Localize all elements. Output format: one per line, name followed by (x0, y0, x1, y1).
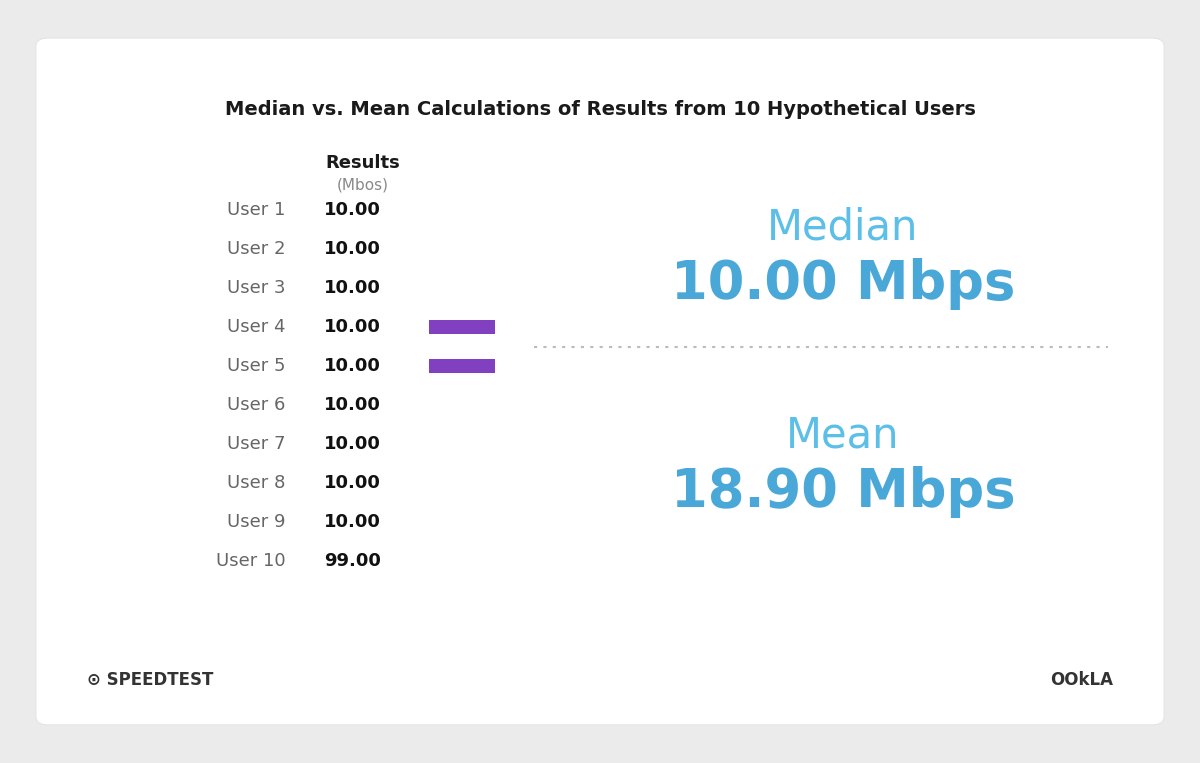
Text: 10.00: 10.00 (324, 357, 380, 375)
Text: ⊙ SPEEDTEST: ⊙ SPEEDTEST (86, 671, 214, 689)
Text: Median: Median (767, 206, 918, 248)
Text: 10.00: 10.00 (324, 201, 380, 219)
FancyBboxPatch shape (428, 320, 496, 334)
Text: Results: Results (325, 154, 400, 172)
Text: User 4: User 4 (227, 318, 286, 336)
Text: User 1: User 1 (227, 201, 286, 219)
Text: 10.00: 10.00 (324, 474, 380, 492)
Text: 10.00: 10.00 (324, 240, 380, 258)
Text: User 3: User 3 (227, 279, 286, 297)
Text: User 5: User 5 (227, 357, 286, 375)
Text: 10.00: 10.00 (324, 279, 380, 297)
Text: 99.00: 99.00 (324, 552, 380, 570)
Text: User 9: User 9 (227, 513, 286, 531)
Text: Median vs. Mean Calculations of Results from 10 Hypothetical Users: Median vs. Mean Calculations of Results … (224, 100, 976, 119)
Text: (Mbos): (Mbos) (337, 177, 389, 192)
Text: User 2: User 2 (227, 240, 286, 258)
Text: 10.00: 10.00 (324, 396, 380, 414)
Text: 10.00: 10.00 (324, 318, 380, 336)
FancyBboxPatch shape (428, 359, 496, 373)
Text: 10.00: 10.00 (324, 435, 380, 453)
Text: User 10: User 10 (216, 552, 286, 570)
Text: 10.00: 10.00 (324, 513, 380, 531)
Text: Mean: Mean (786, 414, 900, 456)
Text: 18.90 Mbps: 18.90 Mbps (671, 466, 1015, 518)
Text: OOkLA: OOkLA (1050, 671, 1114, 689)
Text: User 6: User 6 (227, 396, 286, 414)
Text: User 8: User 8 (227, 474, 286, 492)
Text: User 7: User 7 (227, 435, 286, 453)
Text: 10.00 Mbps: 10.00 Mbps (671, 258, 1015, 310)
